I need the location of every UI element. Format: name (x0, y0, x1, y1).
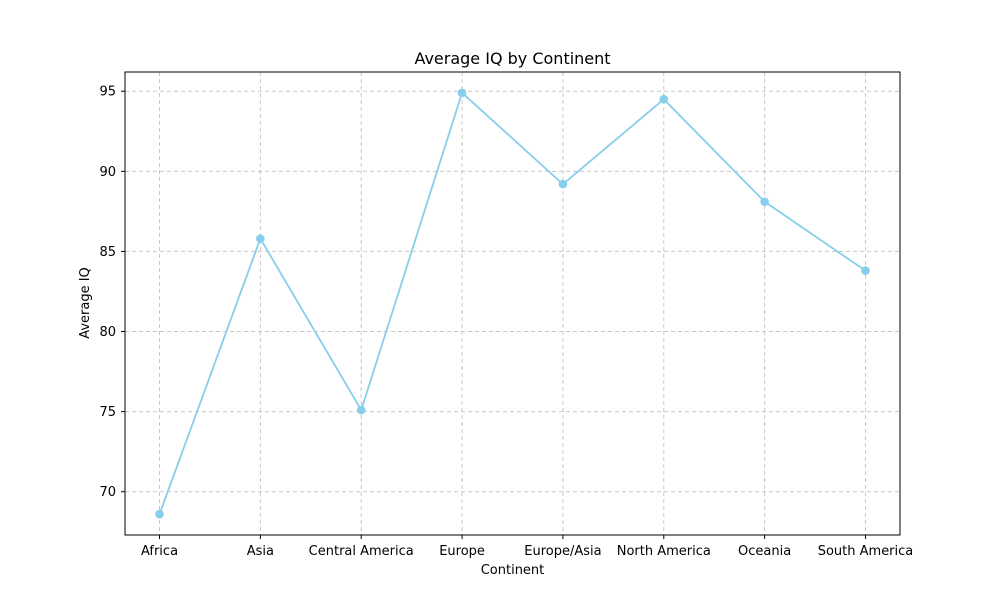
data-point (861, 266, 870, 275)
data-point (155, 509, 164, 519)
chart-title: Average IQ by Continent (414, 49, 610, 68)
series-layer (155, 88, 870, 519)
y-tick-label: 75 (99, 405, 116, 420)
x-tick-label: South America (818, 544, 914, 559)
x-axis-title: Continent (481, 563, 545, 578)
y-tick-label: 85 (99, 245, 116, 260)
series-line (158, 91, 867, 515)
x-tick-label: Africa (141, 544, 178, 559)
y-tick-label: 95 (99, 85, 116, 100)
x-tick-label: Central America (309, 544, 414, 559)
data-point (457, 88, 467, 98)
data-point (760, 197, 769, 207)
data-point (558, 179, 568, 189)
axis-ticks: Africa Asia Central America Europe Europe/As… (99, 85, 913, 559)
data-point (659, 94, 669, 104)
y-tick-label: 70 (99, 485, 116, 500)
x-tick-label: Oceania (738, 544, 791, 559)
data-point (356, 405, 366, 415)
grid (125, 72, 900, 535)
x-tick-label: North America (617, 544, 711, 559)
y-tick-label: 80 (99, 325, 116, 340)
y-tick-label: 90 (99, 165, 116, 180)
y-axis-title: Average IQ (78, 267, 93, 339)
x-tick-label: Europe/Asia (524, 544, 601, 559)
x-tick-label: Europe (439, 544, 485, 559)
data-point (256, 234, 265, 243)
plot-frame (124, 71, 901, 536)
x-tick-label: Asia (247, 544, 274, 559)
